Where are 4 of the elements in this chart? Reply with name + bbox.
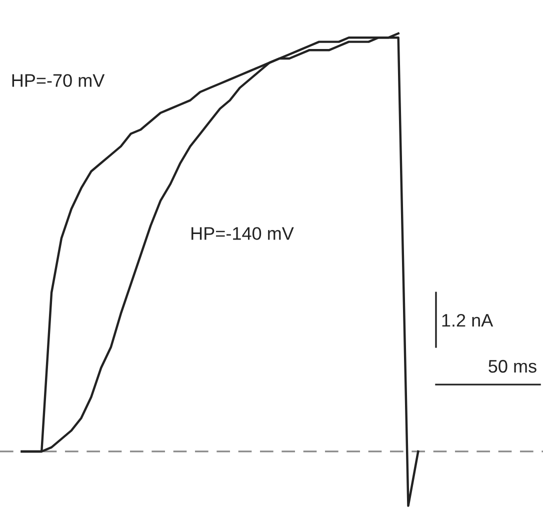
- text: 1.2 nA: [442, 314, 494, 327]
- text: HP=-140 mV: [192, 227, 294, 240]
- text: HP=-70 mV: [12, 74, 105, 87]
- text: 50 ms: [488, 360, 536, 373]
